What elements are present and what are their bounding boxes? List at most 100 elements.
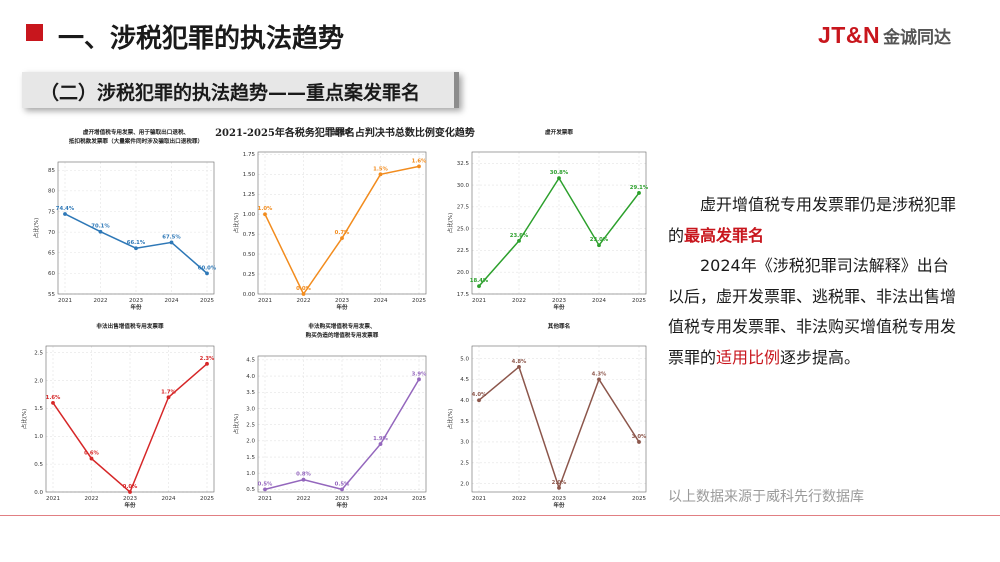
x-tick-label: 2022 [512, 298, 526, 304]
x-tick-label: 2023 [129, 298, 143, 304]
chart-title: 抵扣税款发票罪（大量案件同时涉及骗取出口退税罪） [69, 137, 203, 145]
y-tick-label: 5.0 [460, 356, 469, 362]
data-label: 66.1% [127, 240, 146, 246]
x-tick-label: 2023 [552, 298, 566, 304]
y-tick-label: 32.5 [457, 161, 470, 167]
x-tick-label: 2022 [85, 496, 99, 502]
plot-frame [257, 151, 427, 295]
data-label: 0.5% [335, 481, 350, 487]
data-point [340, 236, 344, 241]
x-tick-label: 2022 [297, 496, 311, 502]
x-tick-label: 2023 [123, 496, 137, 502]
x-tick-label: 2021 [258, 496, 272, 502]
plot-frame [471, 151, 647, 295]
data-point [597, 377, 601, 382]
plot-frame [471, 345, 647, 493]
y-tick-label: 0.5 [34, 462, 43, 468]
data-label: 18.4% [470, 278, 489, 284]
description-p2-text: 2024年《涉税犯罪司法解释》出台以后，虚开发票罪、逃税罪、非法出售增值税专用发… [668, 256, 957, 367]
logo-cn: 金诚同达 [883, 28, 952, 48]
chart-title: 非法出售增值税专用发票罪 [96, 322, 164, 330]
data-point [263, 487, 267, 492]
description-p2-suffix: 逐步提高。 [780, 347, 861, 367]
y-tick-label: 1.25 [243, 192, 256, 198]
y-tick-label: 80 [48, 189, 55, 195]
section-subtitle: （二）涉税犯罪的执法趋势——重点案发罪名 [40, 82, 421, 104]
x-tick-label: 2021 [472, 298, 486, 304]
data-label: 1.9% [373, 436, 388, 442]
x-tick-label: 2024 [592, 496, 606, 502]
data-point [378, 442, 383, 446]
y-axis-label: 占比(%) [20, 409, 28, 430]
x-tick-label: 2022 [512, 496, 526, 502]
x-tick-label: 2025 [632, 298, 646, 304]
x-tick-label: 2024 [374, 298, 388, 304]
data-point [166, 395, 171, 400]
y-tick-label: 25.0 [457, 226, 470, 232]
y-tick-label: 27.5 [457, 205, 470, 211]
y-tick-label: 1.0 [34, 434, 43, 440]
y-tick-label: 30.0 [457, 183, 470, 189]
x-tick-label: 2024 [162, 496, 176, 502]
data-label: 0.7% [335, 230, 350, 236]
chart-title: 虚开发票罪 [545, 128, 573, 136]
data-label: 30.8% [550, 170, 569, 176]
data-label: 3.9% [412, 371, 427, 377]
data-label: 3.0% [632, 434, 647, 440]
y-tick-label: 0.5 [246, 487, 255, 493]
data-label: 23.0% [590, 237, 609, 243]
y-tick-label: 1.5 [246, 455, 255, 461]
x-tick-label: 2025 [412, 496, 426, 502]
x-tick-label: 2023 [335, 496, 349, 502]
x-tick-label: 2022 [94, 298, 108, 304]
data-point [517, 364, 521, 369]
x-tick-label: 2021 [58, 298, 72, 304]
data-point [637, 191, 641, 195]
plot-frame [57, 161, 215, 295]
y-axis-label: 占比(%) [232, 213, 240, 234]
data-label: 1.7% [161, 389, 176, 395]
x-tick-label: 2024 [374, 496, 388, 502]
y-tick-label: 1.75 [243, 152, 256, 158]
data-label: 0.8% [296, 472, 311, 478]
x-tick-label: 2023 [335, 298, 349, 304]
chart-false-invoice: 虚开发票罪 17.5 20.0 22.5 25.0 27.5 30.0 32.5 2021 202… [446, 128, 649, 311]
data-label: 2.0% [552, 480, 567, 486]
y-tick-label: 55 [48, 292, 55, 298]
x-tick-label: 2022 [297, 298, 311, 304]
y-tick-label: 75 [48, 209, 55, 215]
data-point [477, 284, 481, 289]
data-point [128, 490, 132, 494]
description-p1-highlight: 最高发罪名 [684, 225, 765, 245]
description-para-2: 2024年《涉税犯罪司法解释》出台以后，虚开发票罪、逃税罪、非法出售增值税专用发… [668, 251, 960, 373]
data-point [557, 176, 561, 181]
logo-en: JT&N [818, 22, 881, 48]
data-point [637, 440, 641, 444]
y-tick-label: 4.5 [246, 358, 255, 364]
chart-title: 逃税罪 [334, 128, 351, 136]
data-point [205, 271, 209, 276]
company-logo: JT&N 金诚同达 [818, 22, 951, 49]
x-axis-label: 年份 [124, 501, 136, 509]
x-tick-label: 2024 [592, 298, 606, 304]
data-point [134, 246, 138, 251]
y-tick-label: 2.0 [460, 481, 469, 487]
description-p1-text: 虚开增值税专用发票罪仍是涉税犯罪的 [668, 195, 957, 245]
y-tick-label: 0.0 [34, 490, 43, 496]
data-point [89, 456, 94, 461]
y-tick-label: 85 [48, 168, 55, 174]
data-label: 0.0% [123, 484, 138, 490]
page-title: 一、涉税犯罪的执法趋势 [58, 24, 345, 54]
data-point [263, 212, 267, 217]
y-axis-label: 占比(%) [32, 218, 40, 239]
data-label: 1.0% [258, 206, 273, 212]
x-tick-label: 2025 [632, 496, 646, 502]
x-axis-label: 年份 [553, 303, 565, 311]
data-point [557, 485, 561, 490]
y-tick-label: 0.00 [243, 292, 256, 298]
y-tick-label: 1.50 [243, 172, 256, 178]
data-point [378, 172, 383, 177]
x-tick-label: 2021 [46, 496, 60, 502]
y-tick-label: 70 [48, 230, 55, 236]
y-tick-label: 2.5 [34, 350, 43, 356]
